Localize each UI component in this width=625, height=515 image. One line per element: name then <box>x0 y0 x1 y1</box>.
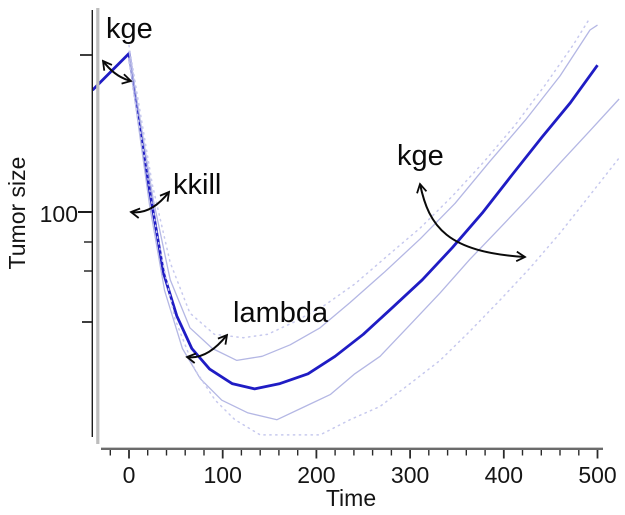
x-tick-label-100: 100 <box>203 462 242 488</box>
x-tick-label-300: 300 <box>390 462 430 488</box>
curves-group <box>91 17 620 436</box>
arrows-group <box>103 61 525 357</box>
x-tick-label-400: 400 <box>484 462 523 488</box>
annotation-kge-regrowth: kge <box>397 140 444 172</box>
outer-upper-band-dotted-curve <box>128 17 591 339</box>
inner-lower-band-curve <box>128 57 620 421</box>
annotation-lambda: lambda <box>233 297 329 329</box>
kkill-arrow <box>131 192 169 212</box>
annotation-kge-initial: kge <box>106 13 153 45</box>
x-tick-label-200: 200 <box>297 462 336 488</box>
lambda-arrow <box>187 335 227 357</box>
y-tick-label-100: 100 <box>39 201 78 227</box>
kge-regrowth-arrow <box>420 184 525 257</box>
annotation-kkill: kkill <box>173 169 222 201</box>
x-tick-label-0: 0 <box>122 462 136 488</box>
outer-lower-band-dotted-curve <box>128 61 620 436</box>
y-axis-title: Tumor size <box>4 156 30 270</box>
kge-initial-arrow <box>103 61 131 81</box>
x-axis-title: Time <box>325 485 377 511</box>
axes-group <box>78 8 603 459</box>
tumor-size-model-prediction-curve <box>91 52 599 391</box>
x-tick-label-500: 500 <box>578 462 617 488</box>
inner-upper-band-curve <box>128 24 598 362</box>
